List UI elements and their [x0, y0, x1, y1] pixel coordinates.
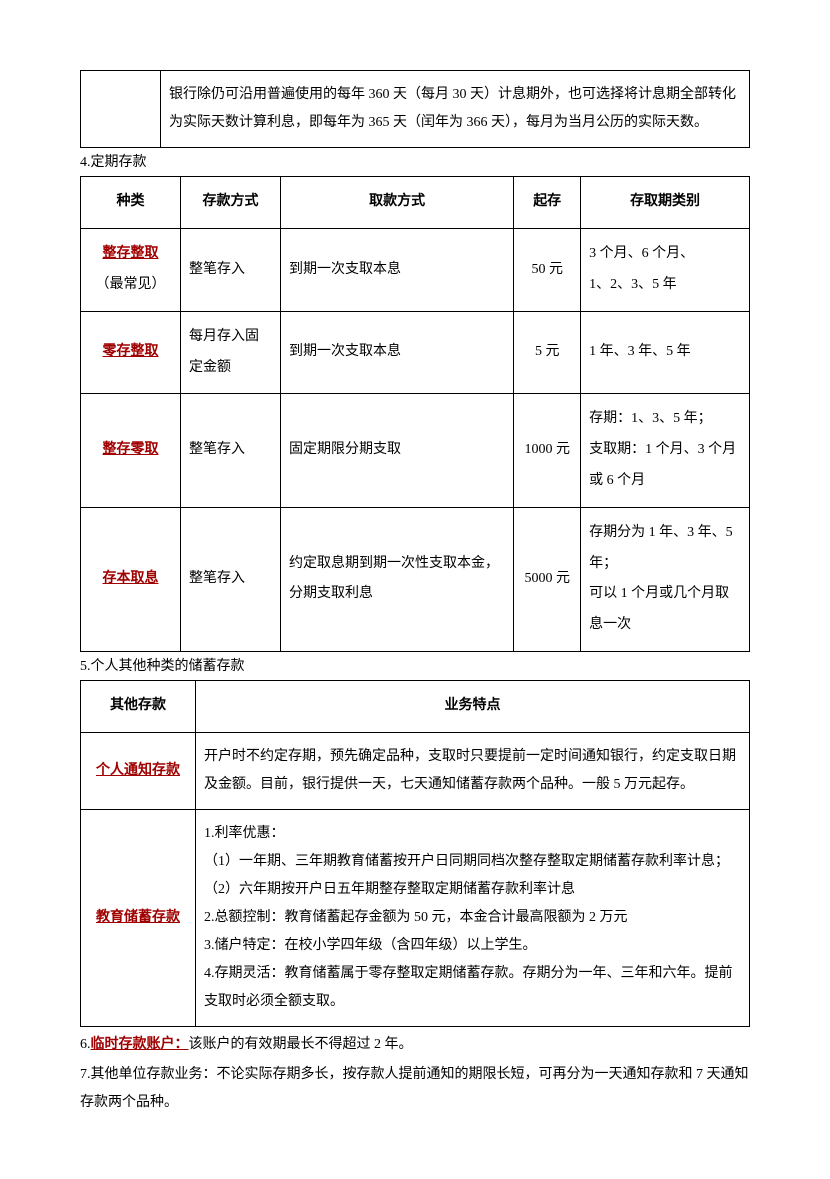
row0-minimum: 50 元: [514, 229, 581, 312]
row0-period: 3 个月、6 个月、 1、2、3、5 年: [581, 229, 750, 312]
row0-type: 整存整取: [103, 246, 159, 261]
section4-title: 4.定期存款: [80, 152, 750, 174]
col-withdraw: 取款方式: [281, 177, 514, 229]
row1-period: 1 年、3 年、5 年: [581, 311, 750, 394]
table-other-deposits: 其他存款 业务特点 个人通知存款 开户时不约定存期，预先确定品种，支取时只要提前…: [80, 680, 750, 1027]
row3-minimum: 5000 元: [514, 507, 581, 651]
col-deposit: 存款方式: [181, 177, 281, 229]
table-row: 整存整取 （最常见） 整笔存入 到期一次支取本息 50 元 3 个月、6 个月、…: [81, 229, 750, 312]
row2-deposit: 整笔存入: [181, 394, 281, 507]
table-row: 教育储蓄存款 1.利率优惠： （1）一年期、三年期教育储蓄按开户日同期同档次整存…: [81, 810, 750, 1027]
row0-withdraw: 到期一次支取本息: [281, 229, 514, 312]
other-row0-type: 个人通知存款: [96, 763, 180, 778]
row1-type: 零存整取: [103, 344, 159, 359]
row3-period: 存期分为 1 年、3 年、5 年； 可以 1 个月或几个月取息一次: [581, 507, 750, 651]
row2-minimum: 1000 元: [514, 394, 581, 507]
row3-withdraw: 约定取息期到期一次性支取本金，分期支取利息: [281, 507, 514, 651]
top-note-empty-cell: [81, 71, 161, 148]
table-row: 存本取息 整笔存入 约定取息期到期一次性支取本金，分期支取利息 5000 元 存…: [81, 507, 750, 651]
section6-red: 临时存款账户：: [91, 1037, 189, 1052]
row3-deposit: 整笔存入: [181, 507, 281, 651]
row1-minimum: 5 元: [514, 311, 581, 394]
col-other-type: 其他存款: [81, 681, 196, 733]
table-row: 整存零取 整笔存入 固定期限分期支取 1000 元 存期：1、3、5 年； 支取…: [81, 394, 750, 507]
table-deposit-types: 种类 存款方式 取款方式 起存 存取期类别 整存整取 （最常见） 整笔存入 到期…: [80, 176, 750, 652]
col-feature: 业务特点: [196, 681, 750, 733]
row1-withdraw: 到期一次支取本息: [281, 311, 514, 394]
row1-deposit: 每月存入固定金额: [181, 311, 281, 394]
row2-type: 整存零取: [103, 442, 159, 457]
section6-text: 该账户的有效期最长不得超过 2 年。: [189, 1037, 413, 1052]
section7-line: 7.其他单位存款业务：不论实际存期多长，按存款人提前通知的期限长短，可再分为一天…: [80, 1061, 750, 1117]
row3-type: 存本取息: [103, 571, 159, 586]
row2-withdraw: 固定期限分期支取: [281, 394, 514, 507]
col-period: 存取期类别: [581, 177, 750, 229]
section6-line: 6.临时存款账户：该账户的有效期最长不得超过 2 年。: [80, 1031, 750, 1059]
row0-type-note: （最常见）: [96, 277, 166, 292]
other-row1-feature: 1.利率优惠： （1）一年期、三年期教育储蓄按开户日同期同档次整存整取定期储蓄存…: [196, 810, 750, 1027]
table-row: 个人通知存款 开户时不约定存期，预先确定品种，支取时只要提前一定时间通知银行，约…: [81, 733, 750, 810]
row0-deposit: 整笔存入: [181, 229, 281, 312]
table-row: 零存整取 每月存入固定金额 到期一次支取本息 5 元 1 年、3 年、5 年: [81, 311, 750, 394]
row2-period: 存期：1、3、5 年； 支取期：1 个月、3 个月或 6 个月: [581, 394, 750, 507]
col-minimum: 起存: [514, 177, 581, 229]
section5-title: 5.个人其他种类的储蓄存款: [80, 656, 750, 678]
top-note-table: 银行除仍可沿用普遍使用的每年 360 天（每月 30 天）计息期外，也可选择将计…: [80, 70, 750, 148]
other-row1-type: 教育储蓄存款: [96, 910, 180, 925]
section6-num: 6.: [80, 1037, 91, 1052]
col-type: 种类: [81, 177, 181, 229]
other-row0-feature: 开户时不约定存期，预先确定品种，支取时只要提前一定时间通知银行，约定支取日期及金…: [196, 733, 750, 810]
top-note-text: 银行除仍可沿用普遍使用的每年 360 天（每月 30 天）计息期外，也可选择将计…: [161, 71, 750, 148]
